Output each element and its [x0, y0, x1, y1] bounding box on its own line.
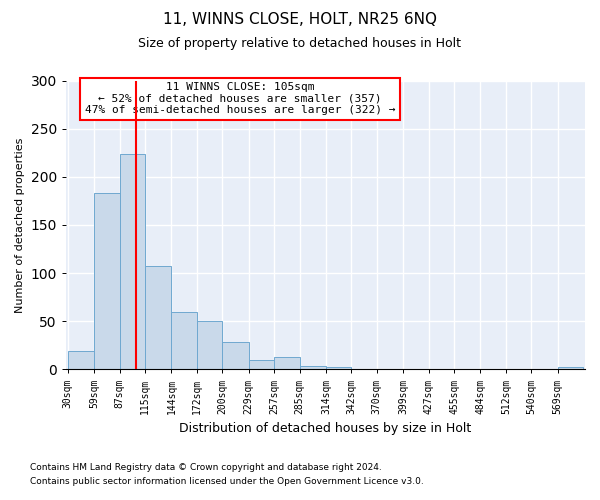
Bar — [197, 321, 223, 370]
Bar — [145, 266, 172, 370]
Text: 11 WINNS CLOSE: 105sqm
← 52% of detached houses are smaller (357)
47% of semi-de: 11 WINNS CLOSE: 105sqm ← 52% of detached… — [85, 82, 395, 115]
Bar — [172, 312, 197, 370]
Bar — [119, 154, 145, 370]
Bar — [274, 357, 299, 370]
Text: Size of property relative to detached houses in Holt: Size of property relative to detached ho… — [139, 38, 461, 51]
Text: Contains HM Land Registry data © Crown copyright and database right 2024.: Contains HM Land Registry data © Crown c… — [30, 464, 382, 472]
Bar — [299, 366, 326, 370]
Bar — [94, 193, 119, 370]
Text: 11, WINNS CLOSE, HOLT, NR25 6NQ: 11, WINNS CLOSE, HOLT, NR25 6NQ — [163, 12, 437, 28]
Bar — [326, 366, 352, 370]
Bar — [68, 351, 94, 370]
X-axis label: Distribution of detached houses by size in Holt: Distribution of detached houses by size … — [179, 422, 472, 435]
Bar — [558, 366, 583, 370]
Bar — [223, 342, 248, 369]
Y-axis label: Number of detached properties: Number of detached properties — [15, 138, 25, 312]
Text: Contains public sector information licensed under the Open Government Licence v3: Contains public sector information licen… — [30, 477, 424, 486]
Bar — [248, 360, 274, 370]
